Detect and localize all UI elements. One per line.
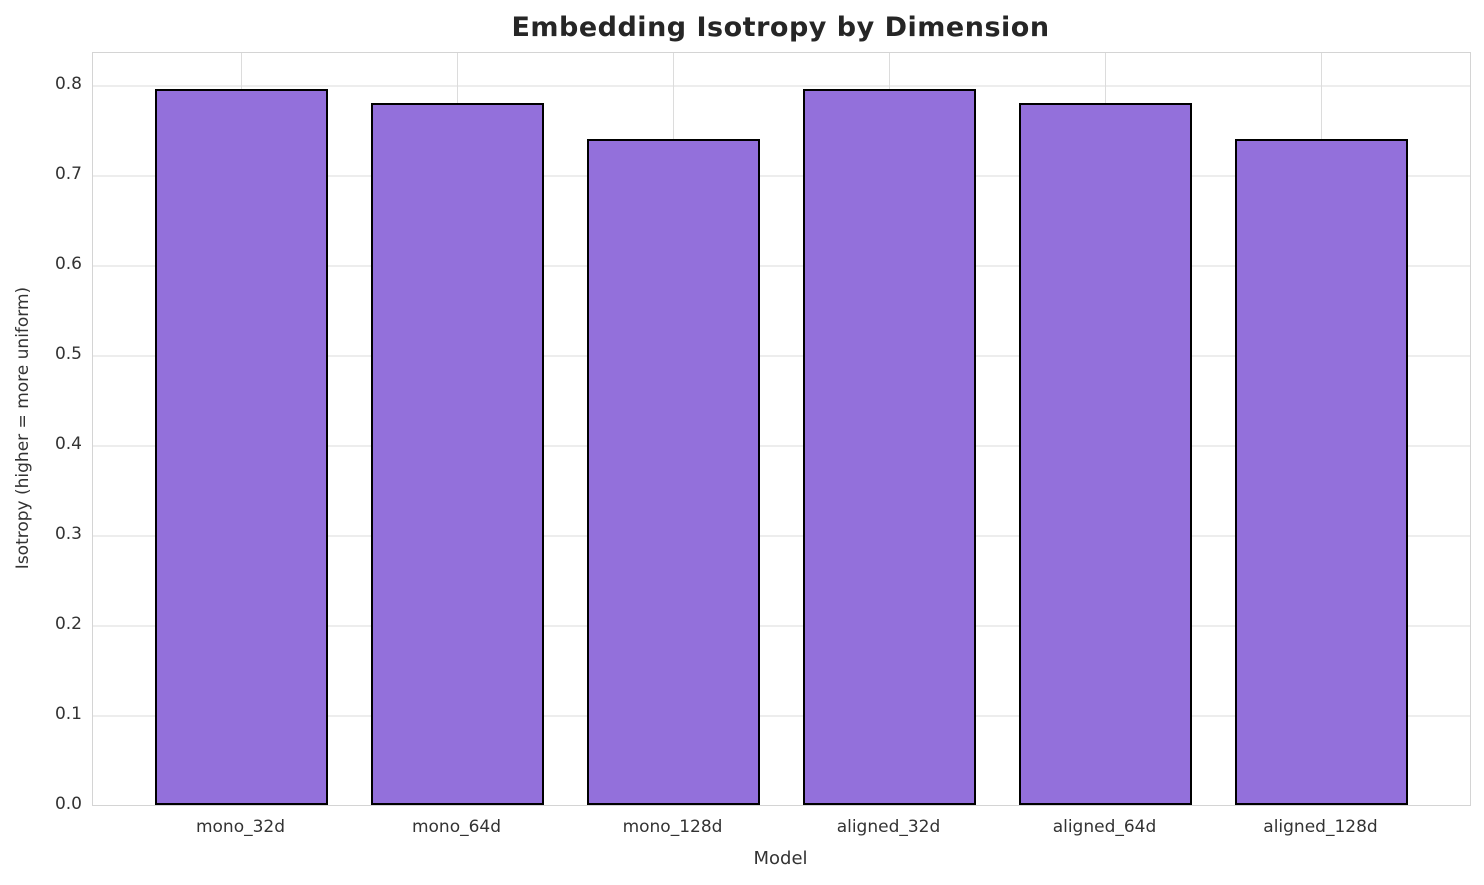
bar-aligned_128d xyxy=(1235,138,1408,805)
y-tick-label: 0.4 xyxy=(54,434,82,455)
bar-aligned_64d xyxy=(1019,103,1192,805)
bar-mono_64d xyxy=(371,103,544,805)
y-tick-label: 0.0 xyxy=(54,794,82,814)
y-gridline xyxy=(93,625,1470,627)
x-tick-label-aligned_64d: aligned_64d xyxy=(1052,817,1157,837)
y-tick-label: 0.6 xyxy=(54,254,82,275)
y-tick-label: 0.3 xyxy=(54,524,82,545)
y-tick-label: 0.8 xyxy=(54,74,82,95)
x-axis-label: Model xyxy=(753,848,808,869)
y-tick-label: 0.5 xyxy=(54,344,82,365)
y-gridline xyxy=(93,175,1470,177)
y-gridline xyxy=(93,85,1470,87)
y-tick-label: 0.7 xyxy=(54,164,82,185)
y-gridline xyxy=(93,265,1470,267)
y-tick-label: 0.2 xyxy=(54,614,82,635)
x-tick-label-mono_32d: mono_32d xyxy=(195,817,286,837)
bar-aligned_32d xyxy=(803,89,976,805)
x-tick-label-aligned_32d: aligned_32d xyxy=(836,817,941,837)
y-tick-label: 0.1 xyxy=(54,704,82,724)
y-gridline xyxy=(93,355,1470,357)
y-gridline xyxy=(93,715,1470,717)
x-tick-label-aligned_128d: aligned_128d xyxy=(1263,817,1378,837)
bar-mono_128d xyxy=(587,138,760,805)
chart-title: Embedding Isotropy by Dimension xyxy=(511,12,1050,43)
y-gridline xyxy=(93,445,1470,447)
bar-mono_32d xyxy=(155,89,328,805)
x-tick-label-mono_64d: mono_64d xyxy=(411,817,502,837)
y-gridline xyxy=(93,535,1470,537)
plot-area xyxy=(92,52,1471,806)
x-tick-label-mono_128d: mono_128d xyxy=(622,817,723,837)
